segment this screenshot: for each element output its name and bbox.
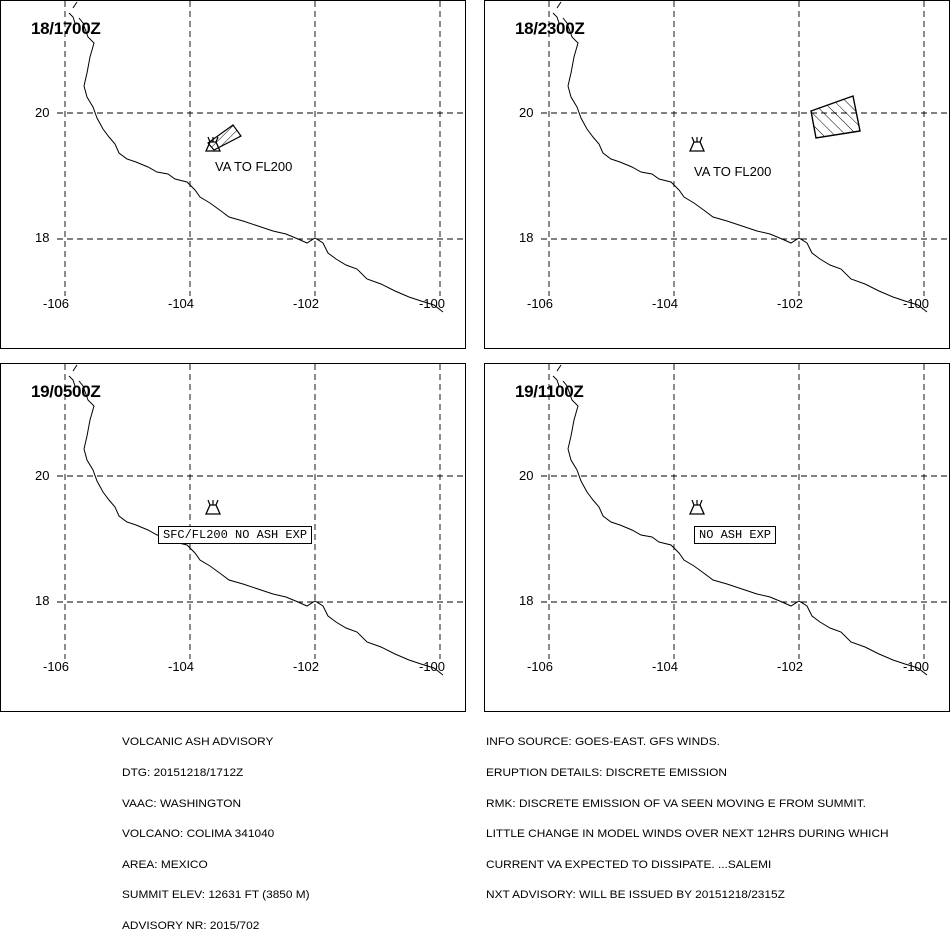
advisory-line: ERUPTION DETAILS: DISCRETE EMISSION [486,767,727,780]
lon-label-104: -104 [168,659,195,674]
island-outline [552,1,579,87]
panel-time: 18/1700Z [31,19,101,38]
grid-lines [541,364,950,659]
grid-lines [541,1,950,296]
lat-label-18: 18 [519,230,534,245]
ash-annotation: VA TO FL200 [694,164,772,179]
ash-cloud-area [810,95,861,139]
lat-label-20: 20 [519,468,534,483]
volcano-icon [688,499,706,515]
advisory-line: CURRENT VA EXPECTED TO DISSIPATE. ...SAL… [486,858,772,871]
map-panel-2: 18/2300Z 20 18 -106 -104 -102 -100 VA TO… [484,0,950,349]
island-outline [68,1,95,87]
grid-lines [57,364,467,659]
ash-annotation-box: NO ASH EXP [694,526,777,544]
lat-label-20: 20 [35,468,50,483]
advisory-line: RMK: DISCRETE EMISSION OF VA SEEN MOVING… [486,797,866,810]
advisory-line: ADVISORY NR: 2015/702 [122,920,260,933]
island-outline [68,364,95,450]
panel-time: 19/1100Z [515,382,584,401]
lon-label-104: -104 [168,296,195,311]
island-outline [552,364,579,450]
lat-label-20: 20 [35,105,50,120]
coastline [83,85,444,313]
advisory-line: VOLCANO: COLIMA 341040 [122,828,275,841]
map-canvas [541,1,950,313]
volcano-icon [204,136,222,152]
panel-time: 19/0500Z [31,382,101,401]
lon-label-102: -102 [777,659,804,674]
advisory-line: DTG: 20151218/1712Z [122,767,244,780]
lon-label-100: -100 [903,296,930,311]
advisory-text-right: INFO SOURCE: GOES-EAST. GFS WINDS. ERUPT… [486,717,889,911]
panel-time: 18/2300Z [515,19,585,38]
map-canvas [57,1,467,313]
lon-label-102: -102 [777,296,804,311]
map-canvas [541,364,950,676]
advisory-line: INFO SOURCE: GOES-EAST. GFS WINDS. [486,736,720,749]
advisory-line: VAAC: WASHINGTON [122,797,242,810]
map-panel-3: 19/0500Z 20 18 -106 -104 -102 -100 SFC/F… [0,363,467,712]
lon-label-100: -100 [419,296,446,311]
lat-label-20: 20 [519,105,534,120]
ash-annotation: VA TO FL200 [215,159,293,174]
lon-label-100: -100 [903,659,930,674]
grid-lines [57,1,467,296]
lon-label-102: -102 [293,659,320,674]
volcano-icon [688,136,706,152]
coastline [567,448,928,676]
coastline [83,448,444,676]
lon-label-104: -104 [652,296,679,311]
lon-label-106: -106 [527,296,554,311]
advisory-line: NXT ADVISORY: WILL BE ISSUED BY 20151218… [486,889,785,902]
advisory-line: SUMMIT ELEV: 12631 FT (3850 M) [122,889,310,902]
map-canvas [57,364,467,676]
advisory-text-left: VOLCANIC ASH ADVISORY DTG: 20151218/1712… [122,717,310,941]
ash-annotation-box: SFC/FL200 NO ASH EXP [158,526,313,544]
coastline [567,85,928,313]
lon-label-106: -106 [43,659,70,674]
lat-label-18: 18 [519,593,534,608]
advisory-line: LITTLE CHANGE IN MODEL WINDS OVER NEXT 1… [486,828,889,841]
lon-label-106: -106 [43,296,70,311]
lat-label-18: 18 [35,230,50,245]
advisory-line: VOLCANIC ASH ADVISORY [122,736,274,749]
lon-label-104: -104 [652,659,679,674]
map-panel-1: 18/1700Z 20 18 -106 -104 -102 -100 VA TO… [0,0,467,349]
advisory-line: AREA: MEXICO [122,858,208,871]
lon-label-100: -100 [419,659,446,674]
map-panel-4: 19/1100Z 20 18 -106 -104 -102 -100 NO AS… [484,363,950,712]
lon-label-106: -106 [527,659,554,674]
lon-label-102: -102 [293,296,320,311]
lat-label-18: 18 [35,593,50,608]
volcano-icon [204,499,222,515]
